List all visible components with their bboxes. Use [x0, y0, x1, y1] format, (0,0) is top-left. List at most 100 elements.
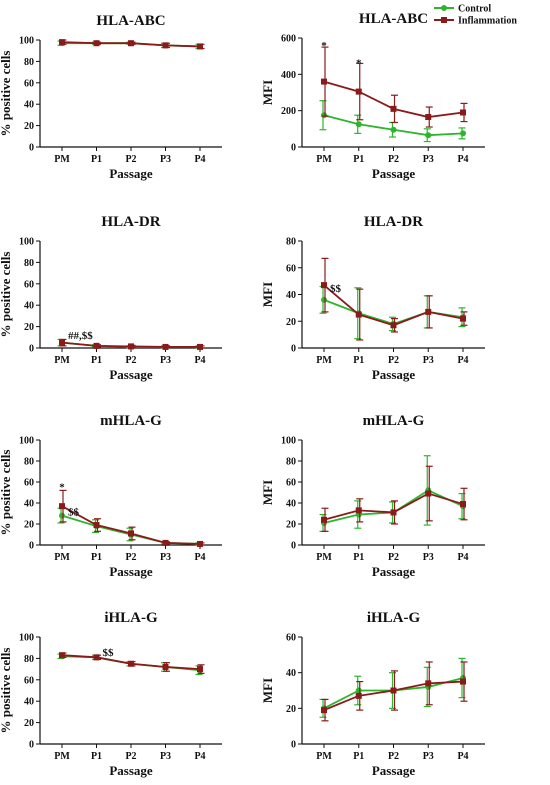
- y-axis-label: MFI: [260, 282, 275, 307]
- y-tick-label: 60: [24, 478, 34, 489]
- y-tick-label: 40: [24, 301, 34, 312]
- y-tick-label: 60: [286, 633, 296, 644]
- y-tick-label: 40: [24, 100, 34, 111]
- y-tick-label: 100: [19, 237, 34, 248]
- y-tick-label: 400: [281, 70, 296, 81]
- data-point: [59, 339, 65, 346]
- x-axis-label: Passage: [109, 564, 153, 579]
- x-axis-label: Passage: [372, 564, 416, 579]
- annotation: $$: [103, 647, 115, 659]
- y-tick-label: 20: [24, 322, 34, 333]
- y-tick-label: 60: [24, 78, 34, 89]
- x-tick-label: P4: [194, 552, 205, 563]
- x-axis-label: Passage: [372, 367, 416, 382]
- x-tick-label: P3: [423, 552, 434, 563]
- x-tick-label: PM: [54, 154, 70, 165]
- y-tick-label: 40: [24, 499, 34, 510]
- x-tick-label: P3: [423, 355, 434, 366]
- data-point: [425, 114, 432, 121]
- series-inflammation: [321, 465, 468, 532]
- series-inflammation: [59, 338, 205, 350]
- x-tick-label: P3: [160, 552, 171, 563]
- x-tick-label: PM: [316, 552, 332, 563]
- y-tick-label: 20: [286, 317, 296, 328]
- y-tick-label: 20: [286, 520, 296, 531]
- data-point: [93, 40, 100, 47]
- series-inflammation: [59, 39, 205, 50]
- x-tick-label: PM: [316, 751, 332, 762]
- series-inflammation: [321, 661, 468, 722]
- data-point: [390, 105, 397, 112]
- data-point: [390, 687, 397, 694]
- series-line: [61, 505, 201, 545]
- y-tick-label: 40: [286, 499, 296, 510]
- x-tick-label: PM: [54, 552, 70, 563]
- data-point: [355, 311, 362, 318]
- y-tick-label: 0: [291, 344, 296, 355]
- annotation: *: [59, 481, 65, 493]
- y-tick-label: 80: [286, 457, 296, 468]
- data-point: [162, 539, 169, 546]
- data-point: [460, 678, 466, 685]
- data-point: [321, 707, 327, 714]
- data-point: [425, 132, 432, 139]
- data-point: [321, 296, 327, 303]
- y-axis-label: MFI: [260, 480, 275, 505]
- legend-label: Inflammation: [458, 16, 517, 27]
- data-point: [425, 680, 432, 687]
- data-point: [59, 503, 65, 510]
- data-point: [93, 522, 100, 529]
- x-tick-label: P4: [457, 552, 468, 563]
- data-point: [197, 343, 203, 350]
- y-tick-label: 40: [286, 668, 296, 679]
- data-point: [197, 666, 203, 673]
- x-tick-label: P1: [353, 552, 364, 563]
- chart-title: HLA-ABC: [96, 13, 165, 29]
- chart-panel: HLA-ABC 0 20 40 60 80 100 PM P1 P2 P3 P4 Passage % po…: [0, 13, 222, 181]
- chart-title: HLA-DR: [364, 214, 423, 230]
- x-tick-label: P2: [125, 154, 136, 165]
- data-point: [321, 282, 327, 289]
- data-point: [390, 509, 397, 516]
- series-line: [323, 680, 464, 711]
- data-point: [162, 42, 169, 49]
- series-line: [323, 489, 464, 524]
- series-inflammation: [321, 46, 468, 128]
- y-tick-label: 40: [286, 290, 296, 301]
- x-axis-label: Passage: [109, 367, 153, 382]
- x-tick-label: P4: [194, 751, 205, 762]
- series-control: [319, 455, 466, 532]
- y-tick-label: 40: [24, 697, 34, 708]
- x-tick-label: P4: [194, 154, 205, 165]
- y-tick-label: 100: [281, 436, 296, 447]
- x-tick-label: P1: [353, 355, 364, 366]
- x-tick-label: P3: [160, 751, 171, 762]
- y-tick-label: 20: [286, 704, 296, 715]
- x-tick-label: PM: [316, 355, 332, 366]
- legend-entry-control: Control: [434, 4, 491, 15]
- chart-panel: HLA-ABC 0 200 400 600 PM P1 P2 P3 P4 Passage MFI * *: [260, 11, 485, 181]
- x-tick-label: P2: [125, 751, 136, 762]
- annotation: $$: [68, 506, 80, 518]
- x-tick-label: P2: [388, 154, 399, 165]
- y-tick-label: 60: [286, 263, 296, 274]
- series-inflammation: [59, 652, 205, 674]
- data-point: [355, 121, 362, 128]
- y-axis-label: MFI: [260, 80, 275, 105]
- x-tick-label: P4: [457, 154, 468, 165]
- x-tick-label: P3: [423, 154, 434, 165]
- x-tick-label: PM: [54, 355, 70, 366]
- annotation: *: [321, 40, 327, 52]
- y-tick-label: 80: [24, 57, 34, 68]
- x-tick-label: P2: [388, 751, 399, 762]
- data-point: [128, 530, 134, 537]
- x-axis-label: Passage: [372, 763, 416, 778]
- data-point: [355, 692, 362, 699]
- x-tick-label: P1: [91, 751, 102, 762]
- y-axis-label: MFI: [260, 678, 275, 703]
- chart-panel: HLA-DR 0 20 40 60 80 100 PM P1 P2 P3 P4 Passage % pos…: [0, 214, 222, 382]
- x-axis-label: Passage: [109, 166, 153, 181]
- x-tick-label: P2: [125, 355, 136, 366]
